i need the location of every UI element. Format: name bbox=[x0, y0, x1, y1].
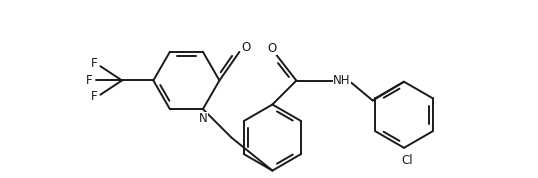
Text: F: F bbox=[86, 74, 93, 87]
Text: N: N bbox=[199, 112, 207, 125]
Text: O: O bbox=[242, 41, 251, 54]
Text: F: F bbox=[91, 90, 98, 103]
Text: F: F bbox=[91, 57, 98, 70]
Text: Cl: Cl bbox=[401, 154, 413, 167]
Text: O: O bbox=[267, 42, 277, 55]
Text: NH: NH bbox=[333, 74, 351, 87]
